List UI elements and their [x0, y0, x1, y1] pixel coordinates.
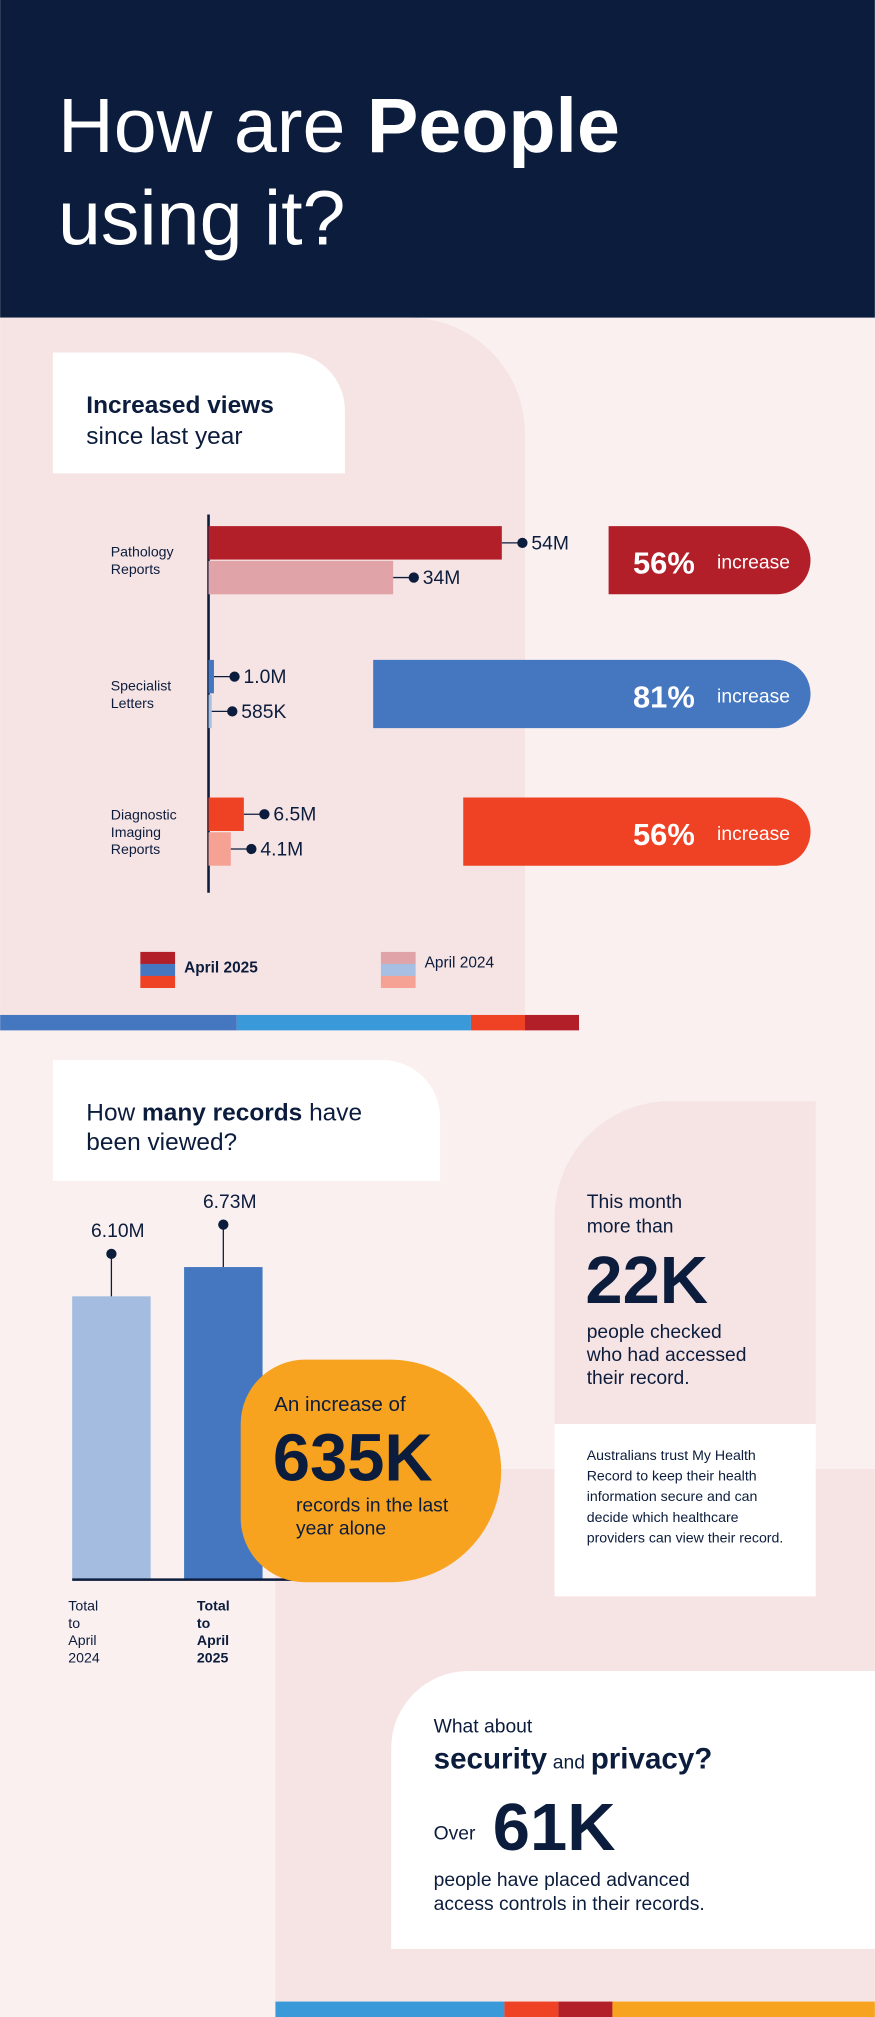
legend-swatch — [140, 963, 176, 976]
term: privacy? — [591, 1743, 713, 1776]
views-chart: Pathology Reports 54M 34M 56% increase Specia… — [111, 514, 811, 988]
card-line: their record. — [587, 1368, 690, 1389]
category-label: Total to April 2024 — [68, 1598, 102, 1666]
increase-text: increase — [717, 686, 790, 707]
legend-swatch — [380, 975, 416, 988]
category-label: Specialist Letters — [111, 677, 175, 710]
value-label: 4.1M — [260, 839, 303, 860]
heading-tab — [52, 1059, 441, 1181]
note-box — [554, 1423, 816, 1597]
callout-intro: An increase of — [274, 1393, 406, 1416]
heading-part: How — [86, 1099, 135, 1126]
heading: How many records have — [86, 1099, 362, 1126]
strip — [524, 1014, 579, 1031]
category-label: Diagnostic Imaging Reports — [111, 806, 181, 857]
value-label: 34M — [423, 568, 461, 589]
heading-bold: Increased views — [86, 392, 273, 419]
security-line: people have placed advanced — [434, 1870, 690, 1891]
monthly-card — [554, 1101, 816, 1424]
heading-part: have — [309, 1099, 362, 1126]
joiner: and — [553, 1753, 585, 1774]
heading-part: many records — [142, 1099, 302, 1126]
legend-label: April 2024 — [425, 954, 495, 971]
strip — [558, 2001, 613, 2017]
bar — [208, 659, 214, 694]
bar — [208, 526, 502, 560]
card-intro: This month — [587, 1192, 682, 1213]
callout-line: year alone — [296, 1519, 386, 1540]
bar — [208, 797, 244, 831]
security-line: access controls in their records. — [434, 1894, 705, 1915]
leader-dot — [246, 843, 257, 855]
term: security — [434, 1743, 548, 1776]
strip — [504, 2001, 559, 2017]
strip — [236, 1014, 471, 1031]
increase-value: 56% — [633, 817, 695, 852]
value-label: 6.10M — [91, 1221, 145, 1242]
heading-part: been viewed? — [86, 1129, 237, 1156]
increase-pill — [373, 659, 811, 729]
leader-dot — [227, 706, 238, 717]
increase-pill — [608, 526, 811, 595]
security-intro: What about — [434, 1717, 533, 1738]
heading: since last year — [86, 423, 242, 450]
callout-line: records in the last — [296, 1495, 449, 1516]
increase-text: increase — [717, 553, 790, 574]
title-end: using it? — [58, 175, 345, 261]
title-emphasis: People — [367, 83, 620, 169]
value-label: 6.73M — [203, 1192, 257, 1213]
category-label: Total to April 2025 — [197, 1598, 234, 1666]
leader-dot — [229, 671, 240, 682]
bar — [208, 832, 231, 866]
increase-value: 81% — [633, 679, 695, 714]
leader-dot — [259, 809, 270, 820]
card-figure: 22K — [585, 1243, 708, 1318]
leader-dot — [408, 572, 419, 583]
strip — [470, 1014, 525, 1031]
bar — [72, 1296, 151, 1580]
header-bg — [0, 0, 875, 318]
bar — [208, 694, 212, 729]
increase-value: 56% — [633, 546, 695, 581]
strip — [0, 1014, 237, 1031]
legend-label: April 2025 — [184, 959, 258, 976]
legend-swatch — [140, 975, 176, 988]
value-label: 1.0M — [244, 667, 287, 688]
callout — [240, 1359, 502, 1583]
heading-tab — [52, 352, 345, 474]
card-line: who had accessed — [586, 1345, 747, 1366]
value-label: 6.5M — [273, 805, 316, 826]
card-intro: more than — [587, 1216, 674, 1237]
value-label: 585K — [241, 702, 286, 723]
strip — [612, 2001, 875, 2017]
bar — [208, 560, 394, 595]
security-prefix: Over — [434, 1823, 476, 1844]
records-chart: 6.10M Total to April 2024 6.73M Total to Ap… — [68, 1192, 338, 1666]
category-label: Pathology Reports — [111, 544, 178, 577]
legend-swatch — [380, 951, 416, 964]
security-terms: security and privacy? — [434, 1743, 713, 1776]
legend-swatch — [380, 963, 416, 976]
increase-text: increase — [717, 824, 790, 845]
strip — [275, 2001, 505, 2017]
title: How are People — [58, 83, 620, 169]
note-wrap: Australians trust My Health Record to ke… — [586, 1448, 784, 1547]
note: Australians trust My Health Record to ke… — [586, 1448, 784, 1547]
callout-figure: 635K — [273, 1421, 433, 1496]
section-shape — [0, 317, 525, 1015]
leader-dot — [218, 1219, 229, 1230]
leader-dot — [106, 1248, 117, 1260]
leader-dot — [517, 537, 528, 548]
card-line: people checked — [587, 1322, 722, 1343]
security-card — [391, 1670, 875, 1949]
security-figure: 61K — [493, 1790, 616, 1865]
title-start: How are — [58, 83, 345, 169]
increase-pill — [463, 797, 811, 866]
value-label: 54M — [531, 533, 569, 554]
legend-swatch — [140, 951, 176, 964]
